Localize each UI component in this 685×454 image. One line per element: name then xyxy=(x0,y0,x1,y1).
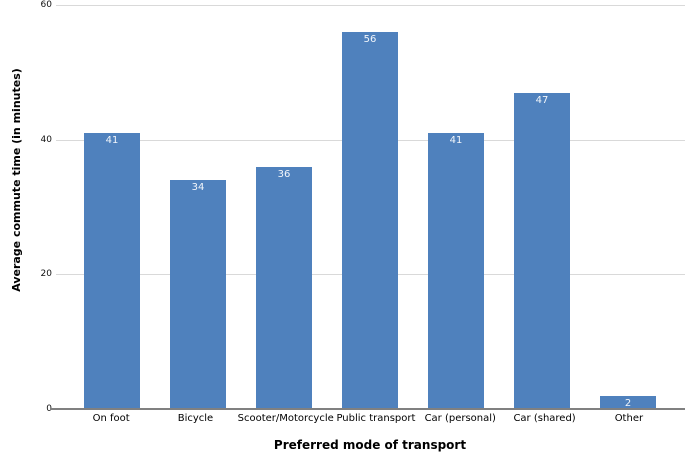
y-tick-label-60: 60 xyxy=(40,0,52,10)
x-tick-label-car-shared: Car (shared) xyxy=(513,413,576,424)
bar-value-label-scooter-motorcycle: 36 xyxy=(277,168,291,180)
x-tick-label-car-personal: Car (personal) xyxy=(424,413,496,424)
y-tick-label-0: 0 xyxy=(0,404,52,414)
bar-slot-public-transport: 56 xyxy=(327,5,413,409)
bar-slot-car-personal: 41 xyxy=(413,5,499,409)
bar-slot-on-foot: 41 xyxy=(69,5,155,409)
bar-value-label-car-personal: 41 xyxy=(449,134,463,146)
y-axis-title: Average commute time (in minutes) xyxy=(10,68,23,292)
x-tick-label-on-foot: On foot xyxy=(92,413,130,424)
bar-value-label-public-transport: 56 xyxy=(363,33,377,45)
plot-area: 41 34 36 56 41 47 2 xyxy=(56,5,685,409)
y-tick-label-20: 20 xyxy=(40,269,52,280)
bar-slot-scooter-motorcycle: 36 xyxy=(241,5,327,409)
y-tick-label-40: 40 xyxy=(40,134,52,145)
x-tick-label-public-transport: Public transport xyxy=(336,413,416,424)
bar-value-label-on-foot: 41 xyxy=(105,134,119,146)
bar-value-label-bicycle: 34 xyxy=(191,182,205,194)
x-tick-labels-container: On foot Bicycle Scooter/Motorcycle Public t… xyxy=(69,413,671,424)
x-tick-label-bicycle: Bicycle xyxy=(177,413,214,424)
gridline-60 xyxy=(56,5,685,6)
bar-slot-bicycle: 34 xyxy=(155,5,241,409)
bar-on-foot: 41 xyxy=(84,132,140,409)
bar-other: 2 xyxy=(600,395,656,409)
x-axis-line xyxy=(50,408,685,410)
x-tick-label-other: Other xyxy=(614,413,644,424)
bar-value-label-car-shared: 47 xyxy=(535,94,549,106)
x-tick-label-scooter-motorcycle: Scooter/Motorcycle xyxy=(237,413,334,424)
bar-slot-other: 2 xyxy=(585,5,671,409)
bar-slot-car-shared: 47 xyxy=(499,5,585,409)
bar-scooter-motorcycle: 36 xyxy=(256,166,312,409)
bar-car-personal: 41 xyxy=(428,132,484,409)
bar-value-label-other: 2 xyxy=(624,397,632,409)
bar-bicycle: 34 xyxy=(170,180,226,409)
bar-public-transport: 56 xyxy=(342,31,398,409)
x-axis-title: Preferred mode of transport xyxy=(273,438,467,452)
bar-car-shared: 47 xyxy=(514,92,570,409)
bars-container: 41 34 36 56 41 47 2 xyxy=(69,5,671,409)
